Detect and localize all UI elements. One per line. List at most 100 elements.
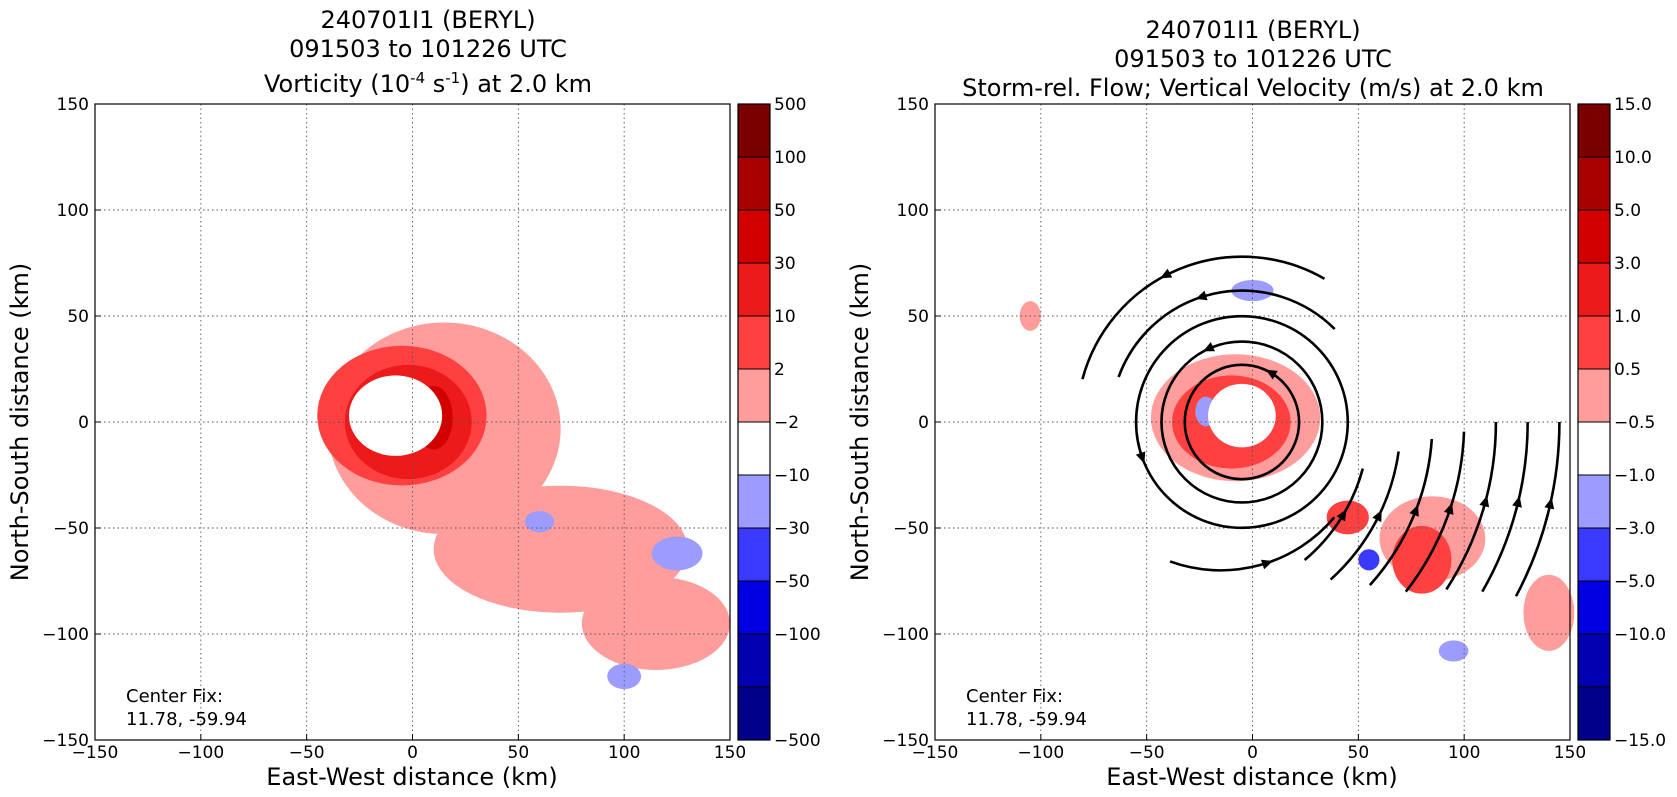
x-tick-label: −100 (177, 743, 224, 763)
x-axis-label: East-West distance (km) (266, 763, 557, 791)
x-tick-label: 0 (1247, 743, 1258, 763)
panel-title-line1: 240701I1 (BERYL) (320, 6, 535, 34)
colorbar-tick-label: 50 (774, 201, 796, 221)
colorbar-segment (1578, 263, 1610, 317)
colorbar-tick-label: 0.5 (1614, 360, 1641, 380)
positive-field-region (1523, 574, 1575, 651)
streamline (1445, 421, 1498, 591)
vertical-velocity-panel: 240701I1 (BERYL) 091503 to 101226 UTC St… (846, 16, 1666, 791)
x-tick-label: 100 (608, 743, 640, 763)
streamline (1081, 255, 1326, 380)
x-tick-label: 150 (1554, 743, 1586, 763)
x-tick-label: 50 (508, 743, 530, 763)
colorbar-segment (1578, 687, 1610, 741)
negative-field-region (524, 511, 555, 533)
streamline-arrowhead (1443, 502, 1454, 515)
streamline-arrowhead (1160, 268, 1173, 279)
y-tick-label: 50 (907, 307, 929, 327)
streamline-arrowhead (1265, 369, 1278, 380)
negative-field-region (1358, 549, 1380, 571)
colorbar-segment (1578, 210, 1610, 264)
colorbar-segment (738, 528, 770, 582)
axis-ticks: −150 −100 −50 0 50 100 150 150 100 50 0 −50 −100 −150 (42, 95, 746, 763)
colorbar-segment (738, 210, 770, 264)
subtitle-part: ) at 2.0 km (460, 70, 592, 98)
colorbar-tick-label: 100 (774, 148, 806, 168)
colorbar-tick-label: −30 (774, 519, 810, 539)
streamline-arrowhead (1544, 497, 1555, 510)
streamline (1368, 438, 1434, 587)
y-tick-label: 100 (57, 201, 89, 221)
colorbar-tick-label: 5.0 (1614, 201, 1641, 221)
vorticity-plot-area: −150 −100 −50 0 50 100 150150100500−50−100−150… (42, 95, 746, 763)
x-tick-label: −150 (912, 743, 959, 763)
streamline-arrowhead (1372, 509, 1382, 523)
colorbar-segment (738, 634, 770, 688)
streamline (1134, 314, 1350, 530)
streamline-arrowhead (1202, 342, 1216, 352)
center-fix-label: Center Fix: (126, 686, 223, 707)
y-tick-label: −50 (893, 519, 929, 539)
colorbar-segment (1578, 475, 1610, 529)
streamline-arrowhead (1195, 290, 1208, 301)
y-tick-label: −150 (882, 731, 929, 751)
axis-ticks: −150 −100 −50 0 50 100 150 150 100 50 0 −50 −100 −150 (882, 95, 1586, 763)
subtitle-superscript: -4 (410, 69, 425, 87)
colorbar-tick-label: 15.0 (1614, 95, 1652, 115)
colorbar-segment (1578, 104, 1610, 158)
colorbar-segment (738, 369, 770, 423)
panel-subtitle: Storm-rel. Flow; Vertical Velocity (m/s)… (962, 74, 1544, 102)
colorbar-tick-label: 30 (774, 254, 796, 274)
y-tick-label: −50 (53, 519, 89, 539)
colorbar-segment (1578, 634, 1610, 688)
colorbar-tick-label: 10.0 (1614, 148, 1652, 168)
colorbar-segment (1578, 369, 1610, 423)
colorbar-tick-label: −3.0 (1614, 519, 1655, 539)
y-tick-label: 50 (67, 307, 89, 327)
colorbar-tick-label: 10 (774, 307, 796, 327)
storm-eye (349, 375, 443, 456)
center-fix-value: 11.78, -59.94 (126, 709, 247, 730)
negative-field-region (651, 536, 703, 571)
colorbar-tick-label: −500 (774, 731, 821, 751)
colorbar-tick-label: −0.5 (1614, 413, 1655, 433)
colorbar-tick-label: −100 (774, 625, 821, 645)
colorbar-tick-label: 3.0 (1614, 254, 1641, 274)
colorbar-tick-label: 2 (774, 360, 785, 380)
streamline (1404, 431, 1466, 593)
colorbar-segment (1578, 422, 1610, 476)
colorbar-tick-label: −50 (774, 572, 810, 592)
y-tick-label: −100 (882, 625, 929, 645)
vertical-velocity-plot-area: −150 −100 −50 0 50 100 150150100500−50−100−150… (882, 95, 1586, 763)
colorbar-frame (737, 103, 771, 741)
colorbar-tick-label: −15.0 (1614, 731, 1666, 751)
storm-eye (1208, 383, 1276, 448)
x-tick-label: −50 (289, 743, 325, 763)
x-tick-label: 100 (1448, 743, 1480, 763)
vertical-velocity-colorbar: 15.0 10.0 5.0 3.0 1.0 0.5 −0.5 −1.0 −3.0 −5.0 −10.… (1577, 95, 1666, 751)
panel-title-line2: 091503 to 101226 UTC (289, 35, 567, 63)
colorbar-segment (738, 316, 770, 370)
y-tick-label: −150 (42, 731, 89, 751)
panel-title-line1: 240701I1 (BERYL) (1145, 16, 1360, 44)
colorbar-segment (1578, 528, 1610, 582)
x-axis-label: East-West distance (km) (1106, 763, 1397, 791)
colorbar-tick-label: −5.0 (1614, 572, 1655, 592)
y-tick-label: −100 (42, 625, 89, 645)
streamline (1183, 363, 1301, 481)
streamline-arrowhead (1409, 504, 1419, 517)
streamline-arrowhead (1336, 509, 1347, 522)
vorticity-panel: 240701I1 (BERYL) 091503 to 101226 UTC Vo… (6, 6, 821, 791)
negative-field-region (1438, 640, 1469, 662)
streamline (1117, 289, 1336, 378)
y-tick-label: 0 (78, 413, 89, 433)
colorbar-segment (1578, 157, 1610, 211)
colorbar-segment (738, 475, 770, 529)
subtitle-part: s (425, 70, 445, 98)
colorbar-tick-label: −1.0 (1614, 466, 1655, 486)
y-tick-label: 150 (57, 95, 89, 115)
positive-field-region (433, 485, 688, 613)
streamline (1514, 421, 1561, 597)
x-tick-label: 150 (714, 743, 746, 763)
vorticity-field (317, 322, 731, 690)
